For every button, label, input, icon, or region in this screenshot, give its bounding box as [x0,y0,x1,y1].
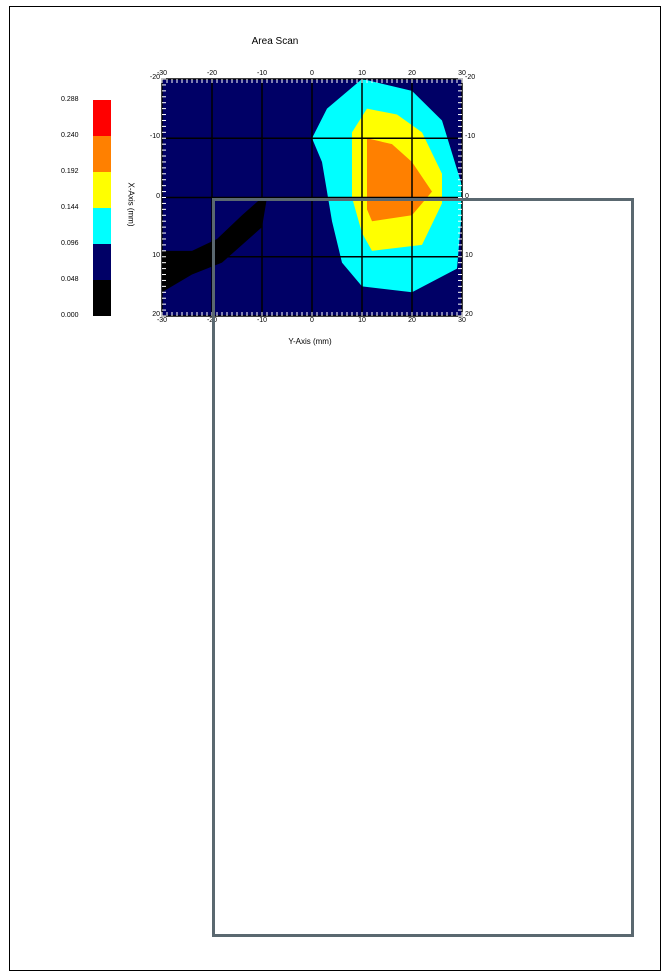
y-tick-label-right: -10 [465,133,476,141]
tick-marks [161,78,463,317]
y-tick-label-left: 0 [156,192,160,200]
x-tick-label-top: -10 [256,70,268,77]
legend-label-5: 0.240 [61,132,79,139]
x-tick-label-bottom: -10 [256,317,268,324]
legend-swatch-0 [93,280,111,316]
legend-swatch-4 [93,136,111,172]
legend-swatch-1 [93,244,111,280]
x-tick-label-top: 0 [310,70,314,77]
x-tick-label-top: -30 [156,70,168,77]
legend-swatch-3 [93,172,111,208]
x-tick-label-bottom: 20 [408,317,416,324]
y-tick-label-left: -10 [149,133,160,141]
x-tick-label-bottom: -30 [156,317,168,324]
y-tick-label-right: 0 [465,192,469,200]
chart-title: Area Scan [251,36,299,47]
y-tick-label-left: -20 [149,74,160,81]
y-tick-label-right: 10 [465,251,473,259]
legend-label-1: 0.048 [61,276,79,283]
x-tick-label-bottom: 30 [458,317,466,324]
x-axis-label: Y-Axis (mm) [288,337,332,346]
color-legend [93,100,111,316]
y-tick-label-right: -20 [465,74,476,81]
legend-label-0: 0.000 [61,312,79,319]
y-tick-label-left: 20 [152,311,160,318]
x-tick-label-top: 30 [458,70,466,77]
x-tick-label-top: 10 [358,70,366,77]
legend-swatch-5 [93,100,111,136]
legend-label-3: 0.144 [61,204,79,211]
legend-swatch-2 [93,208,111,244]
legend-label-6: 0.288 [61,96,79,103]
y-tick-label-right: 20 [465,311,473,318]
selection-overlay-box[interactable] [212,198,634,937]
y-tick-label-left: 10 [152,251,160,259]
x-tick-label-bottom: 10 [358,317,366,324]
y-axis-label: X-Axis (mm) [126,182,136,227]
x-tick-label-top: -20 [206,70,218,77]
x-tick-label-bottom: 0 [310,317,314,324]
legend-label-4: 0.192 [61,168,79,175]
x-tick-label-top: 20 [408,70,416,77]
legend-label-2: 0.096 [61,240,79,247]
